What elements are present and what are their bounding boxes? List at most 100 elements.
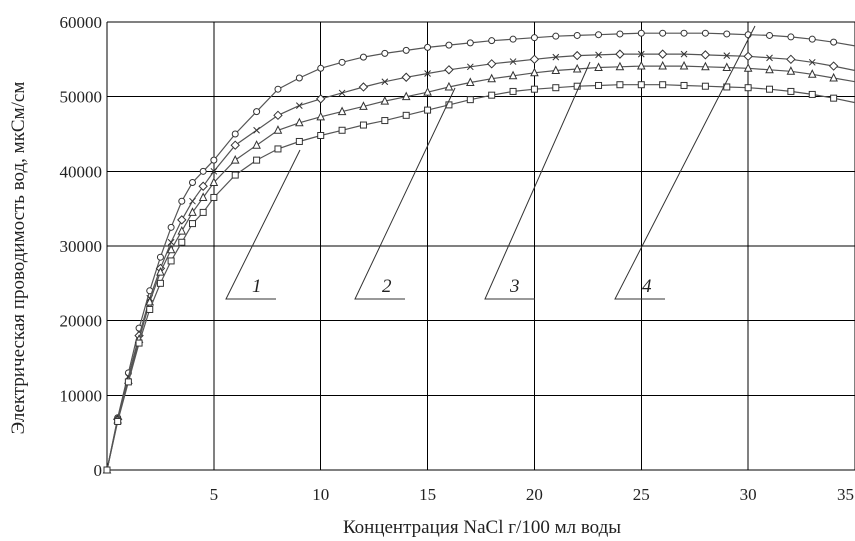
data-point-4 [424, 43, 432, 51]
data-point-1 [156, 279, 164, 287]
data-point-2 [316, 111, 326, 121]
data-point-3 [828, 61, 839, 71]
data-point-2 [466, 77, 475, 86]
data-point-2 [615, 61, 625, 71]
leader-line-2 [354, 87, 456, 300]
x-axis-title: Концентрация NaCl г/100 мл воды [343, 517, 621, 538]
data-point-1 [317, 131, 325, 139]
leader-line-3 [484, 61, 591, 300]
data-point-4 [178, 197, 186, 205]
leader-line-4 [614, 25, 756, 300]
x-tick-label: 10 [312, 485, 329, 504]
data-point-4 [253, 108, 261, 116]
data-point-2 [765, 64, 774, 74]
data-point-2 [337, 106, 347, 116]
data-point-3 [177, 215, 187, 225]
data-point-2 [572, 63, 582, 73]
data-point-3 [253, 126, 260, 134]
data-point-1 [808, 90, 816, 98]
data-point-4 [701, 29, 709, 37]
data-point-2 [807, 69, 817, 78]
data-point-2 [423, 87, 432, 96]
data-point-1 [701, 82, 709, 90]
data-point-2 [743, 63, 753, 72]
data-point-1 [231, 171, 239, 179]
curve-label-3: 3 [509, 276, 520, 297]
data-point-1 [210, 193, 218, 201]
data-point-1 [135, 339, 143, 347]
data-point-4 [808, 35, 816, 43]
data-point-4 [637, 29, 645, 37]
data-point-1 [830, 94, 838, 102]
data-point-2 [156, 267, 165, 276]
data-point-2 [209, 177, 219, 187]
data-point-1 [199, 208, 207, 216]
tick-labels: 0 10000 20000 30000 40000 50000 60000 5 10 15 20 25… [60, 13, 855, 504]
data-point-1 [295, 137, 303, 145]
data-point-1 [509, 87, 517, 95]
data-point-2 [198, 192, 208, 201]
data-point-3 [295, 102, 303, 109]
data-point-1 [573, 82, 581, 90]
data-point-3 [189, 197, 196, 205]
data-point-1 [114, 417, 122, 425]
data-point-2 [551, 65, 561, 75]
data-point-4 [488, 37, 496, 45]
data-point-2 [701, 61, 710, 71]
data-point-1 [680, 81, 688, 89]
data-point-4 [210, 156, 218, 164]
data-point-4 [616, 30, 624, 38]
data-point-2 [177, 225, 187, 235]
data-point-3 [401, 72, 411, 82]
data-point-4 [295, 74, 303, 82]
data-point-3 [572, 50, 582, 61]
data-point-4 [573, 31, 581, 39]
y-tick-label: 30000 [60, 237, 103, 256]
data-point-4 [530, 34, 538, 42]
data-point-3 [210, 167, 218, 175]
data-point-2 [786, 66, 796, 75]
data-point-2 [230, 155, 240, 164]
data-point-3 [723, 52, 731, 59]
x-tick-label: 20 [526, 485, 543, 504]
data-point-1 [787, 87, 795, 95]
data-point-3 [358, 82, 369, 92]
data-point-1 [274, 145, 282, 153]
data-point-4 [167, 223, 175, 231]
leader-line-1 [225, 149, 301, 300]
data-point-3 [637, 50, 645, 58]
data-point-3 [381, 78, 389, 86]
curve-callouts: 1 2 3 4 [225, 25, 756, 300]
data-point-2 [252, 140, 261, 149]
data-point-4 [466, 39, 474, 47]
data-point-1 [637, 81, 645, 89]
data-point-2 [829, 72, 838, 82]
data-point-3 [338, 89, 346, 97]
data-point-4 [659, 29, 667, 37]
data-point-3 [198, 181, 208, 191]
curve-label-2: 2 [382, 276, 392, 297]
data-point-1 [338, 126, 346, 134]
data-point-1 [359, 121, 367, 129]
data-point-1 [402, 111, 410, 119]
data-point-3 [766, 54, 773, 62]
curve-label-1: 1 [252, 276, 262, 297]
data-point-1 [595, 81, 603, 89]
data-point-2 [594, 62, 603, 72]
data-point-4 [188, 179, 196, 187]
series-group [102, 29, 855, 474]
data-point-3 [743, 51, 753, 62]
data-point-3 [167, 238, 175, 246]
data-point-2 [722, 62, 732, 72]
data-point-1 [124, 378, 132, 386]
data-point-3 [786, 54, 796, 65]
data-point-1 [381, 117, 389, 125]
data-point-4 [595, 31, 603, 39]
data-point-3 [509, 58, 517, 65]
data-point-4 [274, 85, 282, 93]
y-tick-label: 50000 [60, 88, 103, 107]
data-point-3 [424, 70, 431, 77]
data-point-1 [616, 81, 624, 89]
data-point-4 [509, 35, 517, 43]
